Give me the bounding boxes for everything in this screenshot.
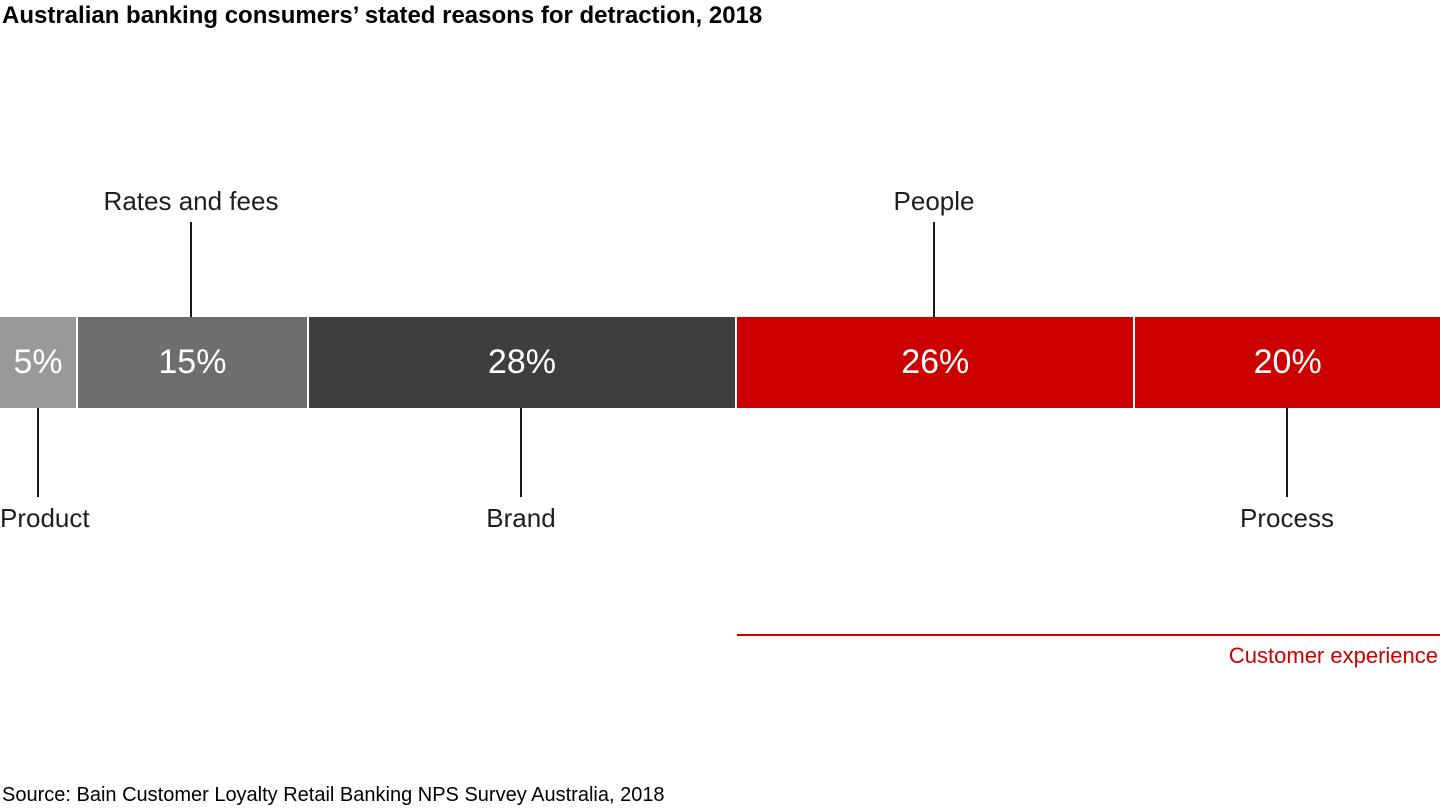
category-label-process: Process [1240, 503, 1334, 533]
bar-segment-process: 20% [1135, 317, 1440, 408]
segment-value-rates-and-fees: 15% [158, 343, 227, 381]
customer-experience-label: Customer experience [1228, 643, 1438, 668]
bar-segment-people: 26% [737, 317, 1134, 408]
bar-segment-brand: 28% [308, 317, 736, 408]
segment-value-process: 20% [1253, 343, 1322, 381]
category-label-rates-and-fees: Rates and fees [103, 186, 279, 216]
segment-value-people: 26% [901, 343, 970, 381]
category-label-product: Product [0, 503, 90, 533]
connector-line-product [37, 408, 39, 497]
segment-value-brand: 28% [487, 343, 556, 381]
chart-title: Australian banking consumers’ stated rea… [2, 2, 763, 29]
source-note: Source: Bain Customer Loyalty Retail Ban… [2, 784, 665, 806]
connector-line-people [933, 222, 935, 317]
segment-value-product: 5% [13, 343, 63, 381]
bar-segment-product: 5% [0, 317, 77, 408]
customer-experience-bracket-line [737, 634, 1440, 636]
category-label-brand: Brand [486, 503, 556, 533]
connector-line-brand [520, 408, 522, 497]
stacked-bar: 5% 15% 28% 26% 20% [0, 317, 1440, 408]
bar-segment-rates-and-fees: 15% [78, 317, 307, 408]
connector-line-process [1286, 408, 1288, 497]
connector-line-rates-and-fees [190, 222, 192, 317]
category-label-people: People [893, 186, 975, 216]
